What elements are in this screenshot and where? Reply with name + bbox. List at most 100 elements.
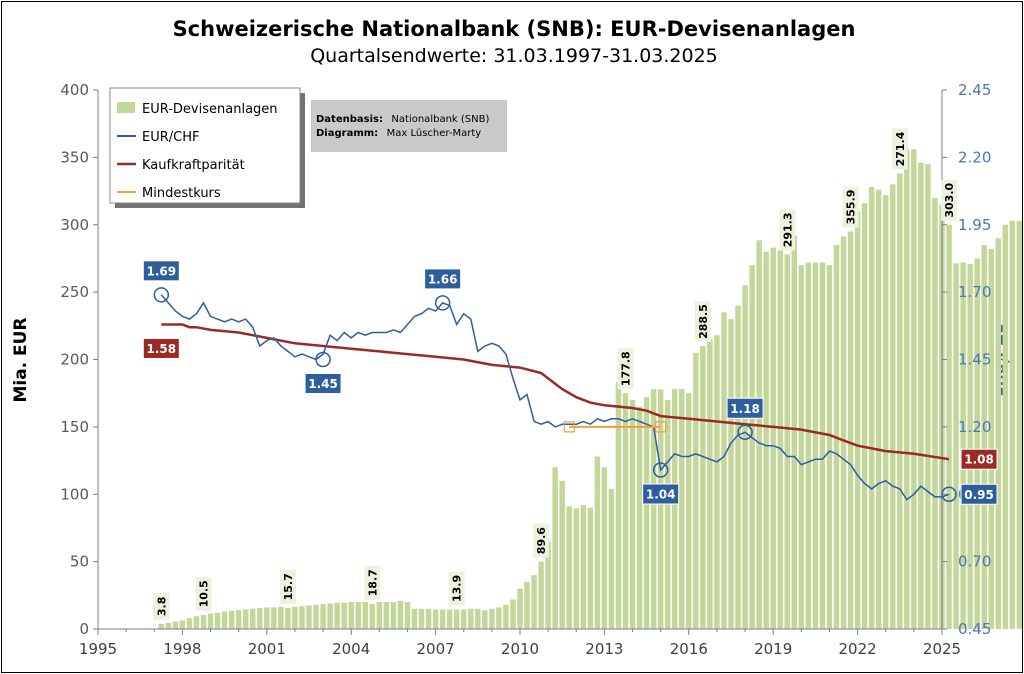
callout-label: 1.04 (646, 487, 676, 501)
source-label-diagram: Diagramm: (316, 128, 378, 139)
source-value-data: Nationalbank (SNB) (391, 114, 489, 125)
bar-value-label: 355.9 (845, 190, 858, 225)
bar (763, 251, 769, 629)
source-box: Datenbasis: Nationalbank (SNB) Diagramm:… (311, 100, 507, 152)
y-tick-label-right: 1.45 (958, 351, 991, 369)
bar-value-label: 15.7 (282, 573, 295, 600)
callout-box (304, 373, 342, 394)
bar (383, 602, 390, 629)
bar-value-label: 303.0 (943, 183, 956, 218)
bar (306, 605, 312, 629)
bar (721, 312, 727, 629)
bar (460, 609, 467, 629)
bar (545, 541, 551, 629)
bar-value-label: 177.8 (620, 351, 633, 386)
x-tick-label: 1995 (79, 640, 117, 658)
bar (292, 606, 298, 629)
y-axis-label-left: Mia. EUR (11, 317, 31, 402)
callout-box (960, 483, 998, 505)
bar (271, 607, 277, 629)
bar (840, 236, 847, 629)
bar (700, 346, 706, 629)
legend: EUR-Devisenanlagen EUR/CHF Kaufkraftpari… (109, 87, 305, 208)
y-tick-label-right: 0.70 (958, 553, 991, 571)
bar (425, 608, 432, 629)
legend-item-min-rate: Mindestkurs (142, 186, 221, 201)
legend-box (109, 87, 301, 204)
y-tick-label-right: 1.95 (958, 216, 991, 234)
bar (812, 262, 819, 629)
bar (475, 608, 481, 629)
callout-box (142, 337, 180, 359)
bar (946, 224, 952, 629)
bar (313, 604, 319, 629)
bar (918, 162, 924, 629)
bar (756, 240, 762, 629)
callout-marker (737, 424, 753, 441)
bar (735, 305, 741, 629)
bar (468, 608, 474, 629)
bar (897, 173, 903, 630)
x-tick-label: 2010 (501, 640, 539, 658)
bar-value-label-bg (153, 592, 170, 620)
bar (868, 187, 875, 629)
bar-value-label-bg (448, 571, 465, 606)
y-tick-label-left: 200 (60, 351, 89, 369)
bar (390, 602, 397, 629)
bar (861, 203, 868, 629)
bar (559, 480, 565, 629)
y-tick-label-right: 1.20 (958, 418, 991, 436)
bar (165, 622, 172, 629)
mindestkurs-marker (655, 421, 667, 433)
bar (172, 621, 179, 629)
bar (242, 609, 249, 629)
bar (608, 488, 615, 629)
y-tick-label-left: 350 (60, 148, 89, 166)
source-value-diagram: Max Lüscher-Marty (387, 128, 482, 139)
bar (299, 606, 305, 629)
y-tick-label-right: 2.45 (958, 81, 991, 99)
legend-item-eurchf: EUR/CHF (142, 130, 199, 145)
bar (264, 607, 270, 629)
callout-label: 1.45 (308, 377, 338, 391)
bar (854, 211, 861, 629)
bar-value-label-bg (842, 186, 859, 228)
bar (784, 254, 791, 629)
bar (517, 588, 523, 629)
bar (214, 612, 221, 629)
bar (798, 265, 805, 629)
bar (432, 609, 439, 629)
bar (714, 335, 720, 629)
bar (278, 606, 284, 629)
bar (770, 247, 776, 629)
mindestkurs-marker (563, 421, 575, 433)
bar (890, 184, 896, 629)
bar-series (158, 149, 1022, 630)
bar (749, 265, 755, 629)
x-tick-label: 2019 (754, 640, 792, 658)
bar (1009, 220, 1016, 629)
bar (446, 609, 453, 629)
y-tick-label-left: 400 (60, 81, 89, 99)
bar-value-label: 288.5 (697, 304, 710, 339)
bar (397, 600, 404, 629)
bar (777, 250, 783, 630)
legend-swatch-bars (117, 102, 135, 113)
bar-value-label-bg (533, 523, 550, 558)
bar (636, 406, 643, 629)
bar (355, 602, 361, 629)
axes: 0 50 100 150 200 250 300 350 400 0.45 0.70 0.95 1.20… (60, 81, 991, 658)
bar-value-label-bg (891, 128, 908, 170)
x-tick-label: 1998 (163, 640, 201, 658)
bar (953, 263, 959, 629)
x-tick-label: 2001 (248, 640, 286, 658)
y-tick-label-left: 150 (60, 418, 89, 436)
y-tick-label-left: 300 (60, 216, 89, 234)
bar-value-label: 89.6 (535, 527, 548, 554)
bar (967, 263, 973, 629)
callout-box (960, 448, 998, 470)
line-series (160, 294, 950, 501)
bar (411, 608, 418, 629)
bar (742, 285, 748, 629)
